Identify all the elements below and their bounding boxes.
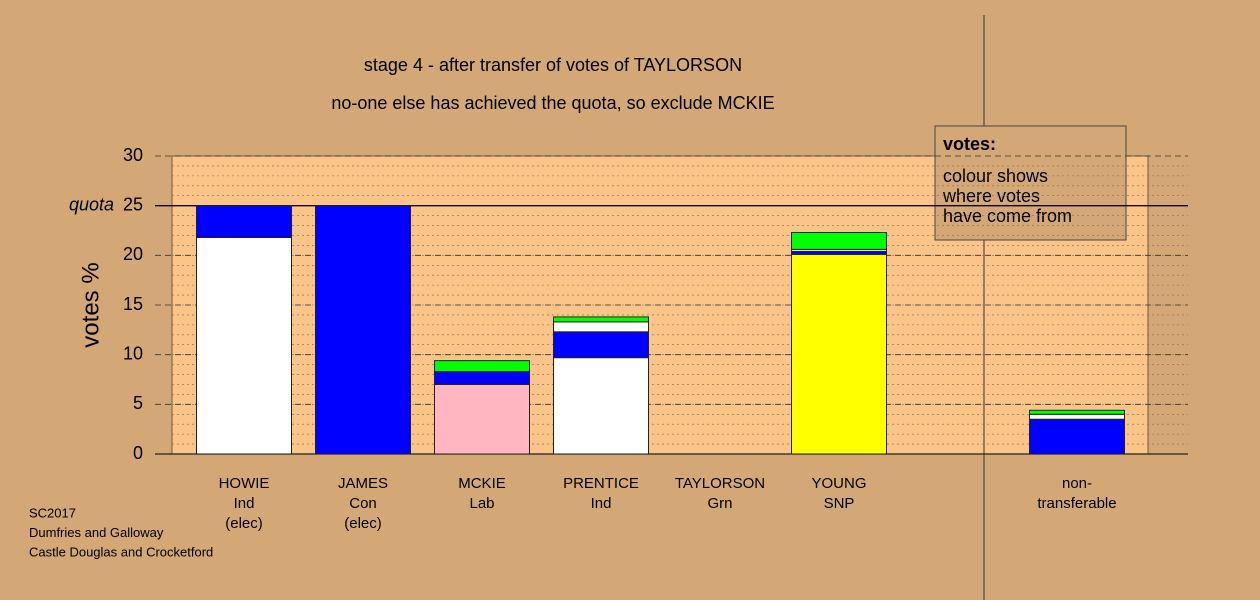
chart-subtitle: no-one else has achieved the quota, so e… — [331, 93, 774, 113]
footer-text: SC2017 — [29, 505, 76, 520]
bar-segment — [553, 316, 649, 323]
bar-segment — [1029, 418, 1125, 455]
x-tick-label: PRENTICE — [563, 475, 639, 492]
x-tick-label: TAYLORSON — [675, 475, 765, 492]
legend-text: where votes — [942, 186, 1040, 206]
bar-segment — [791, 231, 887, 250]
x-tick-label: Grn — [707, 495, 732, 512]
x-tick-label: MCKIE — [458, 475, 506, 492]
legend-title: votes: — [943, 134, 996, 154]
y-tick-label: 20 — [123, 244, 143, 264]
bar-segment — [791, 253, 887, 455]
x-tick-label: Lab — [469, 495, 494, 512]
footer-text: Castle Douglas and Crocketford — [29, 544, 213, 559]
y-tick-label: 10 — [123, 343, 143, 363]
bar-segment — [1029, 409, 1125, 415]
x-tick-label: Ind — [591, 495, 612, 512]
x-tick-label: JAMES — [338, 475, 388, 492]
x-tick-label: (elec) — [344, 515, 382, 532]
y-tick-label: 30 — [123, 145, 143, 165]
bar-segment — [434, 371, 530, 385]
footer-text: Dumfries and Galloway — [29, 525, 164, 540]
chart-title: stage 4 - after transfer of votes of TAY… — [364, 55, 742, 75]
x-tick-label: Ind — [234, 495, 255, 512]
bar-segment — [196, 205, 292, 238]
x-tick-label: SNP — [824, 495, 855, 512]
quota-label: quota — [69, 194, 114, 214]
bar-segment — [553, 331, 649, 359]
bar-segment — [1029, 413, 1125, 420]
y-tick-label: 5 — [133, 393, 143, 413]
y-tick-label: 0 — [133, 443, 143, 463]
legend-frame — [934, 125, 1127, 241]
y-tick-label: 25 — [123, 194, 143, 214]
y-axis-label: votes % — [77, 262, 104, 347]
bar-segment — [434, 383, 530, 455]
bar-segment — [434, 360, 530, 373]
bar-segment — [196, 236, 292, 455]
x-tick-label: Con — [349, 495, 377, 512]
x-tick-label: YOUNG — [811, 475, 866, 492]
bar-segment — [315, 205, 411, 455]
x-tick-label: non- — [1062, 475, 1092, 492]
x-tick-label: transferable — [1037, 495, 1116, 512]
legend-text: colour shows — [943, 166, 1048, 186]
bar-segment — [553, 321, 649, 333]
bar-segment — [553, 357, 649, 455]
x-tick-label: HOWIE — [219, 475, 270, 492]
x-tick-label: (elec) — [225, 515, 263, 532]
y-tick-label: 15 — [123, 294, 143, 314]
